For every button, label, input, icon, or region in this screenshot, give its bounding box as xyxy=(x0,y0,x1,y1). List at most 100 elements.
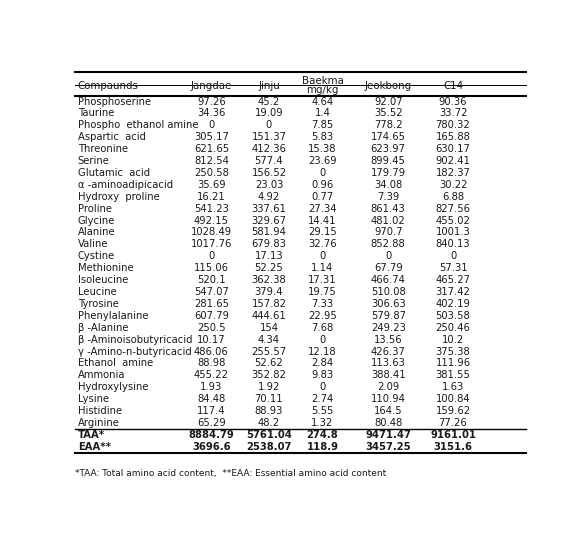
Text: 899.45: 899.45 xyxy=(371,156,405,166)
Text: 52.62: 52.62 xyxy=(254,358,283,369)
Text: Glycine: Glycine xyxy=(78,216,115,225)
Text: 4.92: 4.92 xyxy=(258,192,280,202)
Text: 48.2: 48.2 xyxy=(258,418,280,428)
Text: 0: 0 xyxy=(319,335,326,345)
Text: 90.36: 90.36 xyxy=(439,97,467,106)
Text: 581.94: 581.94 xyxy=(252,228,287,238)
Text: 118.9: 118.9 xyxy=(307,442,339,452)
Text: Alanine: Alanine xyxy=(78,228,115,238)
Text: 778.2: 778.2 xyxy=(374,120,402,130)
Text: 902.41: 902.41 xyxy=(436,156,470,166)
Text: Jinju: Jinju xyxy=(258,81,280,91)
Text: 412.36: 412.36 xyxy=(252,144,287,154)
Text: β -Aminoisobutyricacid: β -Aminoisobutyricacid xyxy=(78,335,192,345)
Text: 165.88: 165.88 xyxy=(436,132,470,143)
Text: 337.61: 337.61 xyxy=(252,204,287,213)
Text: Compaunds: Compaunds xyxy=(78,81,139,91)
Text: Aspartic  acid: Aspartic acid xyxy=(78,132,146,143)
Text: 812.54: 812.54 xyxy=(194,156,229,166)
Text: 9471.47: 9471.47 xyxy=(365,430,411,440)
Text: 250.46: 250.46 xyxy=(436,323,470,333)
Text: 77.26: 77.26 xyxy=(439,418,467,428)
Text: 164.5: 164.5 xyxy=(374,406,402,416)
Text: 13.56: 13.56 xyxy=(374,335,402,345)
Text: 5.55: 5.55 xyxy=(311,406,333,416)
Text: 1001.3: 1001.3 xyxy=(436,228,470,238)
Text: Serine: Serine xyxy=(78,156,109,166)
Text: 100.84: 100.84 xyxy=(436,394,470,404)
Text: 1.92: 1.92 xyxy=(258,382,280,392)
Text: 379.4: 379.4 xyxy=(254,287,283,297)
Text: 16.21: 16.21 xyxy=(197,192,226,202)
Text: 113.63: 113.63 xyxy=(371,358,405,369)
Text: 444.61: 444.61 xyxy=(252,311,287,321)
Text: 250.58: 250.58 xyxy=(194,168,229,178)
Text: 852.88: 852.88 xyxy=(371,239,405,250)
Text: 1.4: 1.4 xyxy=(315,109,331,118)
Text: 88.98: 88.98 xyxy=(197,358,226,369)
Text: 679.83: 679.83 xyxy=(252,239,287,250)
Text: 33.72: 33.72 xyxy=(439,109,467,118)
Text: 2.84: 2.84 xyxy=(311,358,333,369)
Text: 402.19: 402.19 xyxy=(436,299,470,309)
Text: 362.38: 362.38 xyxy=(252,275,287,285)
Text: Isoleucine: Isoleucine xyxy=(78,275,128,285)
Text: 14.41: 14.41 xyxy=(308,216,337,225)
Text: 1017.76: 1017.76 xyxy=(191,239,232,250)
Text: 156.52: 156.52 xyxy=(252,168,287,178)
Text: 3696.6: 3696.6 xyxy=(192,442,230,452)
Text: 110.94: 110.94 xyxy=(371,394,405,404)
Text: 492.15: 492.15 xyxy=(194,216,229,225)
Text: Valine: Valine xyxy=(78,239,108,250)
Text: 0: 0 xyxy=(319,168,326,178)
Text: 827.56: 827.56 xyxy=(436,204,470,213)
Text: Arginine: Arginine xyxy=(78,418,119,428)
Text: Glutamic  acid: Glutamic acid xyxy=(78,168,150,178)
Text: 0: 0 xyxy=(450,251,456,262)
Text: 1028.49: 1028.49 xyxy=(191,228,232,238)
Text: 111.96: 111.96 xyxy=(435,358,470,369)
Text: 117.4: 117.4 xyxy=(197,406,226,416)
Text: 179.79: 179.79 xyxy=(371,168,406,178)
Text: 12.18: 12.18 xyxy=(308,347,337,357)
Text: 465.27: 465.27 xyxy=(436,275,470,285)
Text: 503.58: 503.58 xyxy=(436,311,470,321)
Text: 541.23: 541.23 xyxy=(194,204,229,213)
Text: 623.97: 623.97 xyxy=(371,144,406,154)
Text: 34.08: 34.08 xyxy=(374,180,402,190)
Text: 157.82: 157.82 xyxy=(252,299,287,309)
Text: 607.79: 607.79 xyxy=(194,311,229,321)
Text: 5761.04: 5761.04 xyxy=(246,430,292,440)
Text: EAA**: EAA** xyxy=(78,442,111,452)
Text: 4.34: 4.34 xyxy=(258,335,280,345)
Text: Jangdae: Jangdae xyxy=(191,81,232,91)
Text: 381.55: 381.55 xyxy=(436,370,470,381)
Text: 7.85: 7.85 xyxy=(311,120,333,130)
Text: 481.02: 481.02 xyxy=(371,216,405,225)
Text: 621.65: 621.65 xyxy=(194,144,229,154)
Text: Phosphoserine: Phosphoserine xyxy=(78,97,151,106)
Text: 305.17: 305.17 xyxy=(194,132,229,143)
Text: 970.7: 970.7 xyxy=(374,228,402,238)
Text: 455.02: 455.02 xyxy=(436,216,470,225)
Text: 9161.01: 9161.01 xyxy=(430,430,476,440)
Text: 281.65: 281.65 xyxy=(194,299,229,309)
Text: 579.87: 579.87 xyxy=(371,311,406,321)
Text: Cystine: Cystine xyxy=(78,251,115,262)
Text: 3457.25: 3457.25 xyxy=(366,442,411,452)
Text: 35.52: 35.52 xyxy=(374,109,402,118)
Text: 250.5: 250.5 xyxy=(197,323,226,333)
Text: 97.26: 97.26 xyxy=(197,97,226,106)
Text: 0: 0 xyxy=(319,251,326,262)
Text: 0: 0 xyxy=(208,120,215,130)
Text: 466.74: 466.74 xyxy=(371,275,405,285)
Text: 329.67: 329.67 xyxy=(252,216,287,225)
Text: α -aminoadipicacid: α -aminoadipicacid xyxy=(78,180,173,190)
Text: TAA*: TAA* xyxy=(78,430,105,440)
Text: 861.43: 861.43 xyxy=(371,204,405,213)
Text: 630.17: 630.17 xyxy=(436,144,470,154)
Text: 159.62: 159.62 xyxy=(435,406,470,416)
Text: 7.39: 7.39 xyxy=(377,192,400,202)
Text: 520.1: 520.1 xyxy=(197,275,226,285)
Text: 1.32: 1.32 xyxy=(311,418,333,428)
